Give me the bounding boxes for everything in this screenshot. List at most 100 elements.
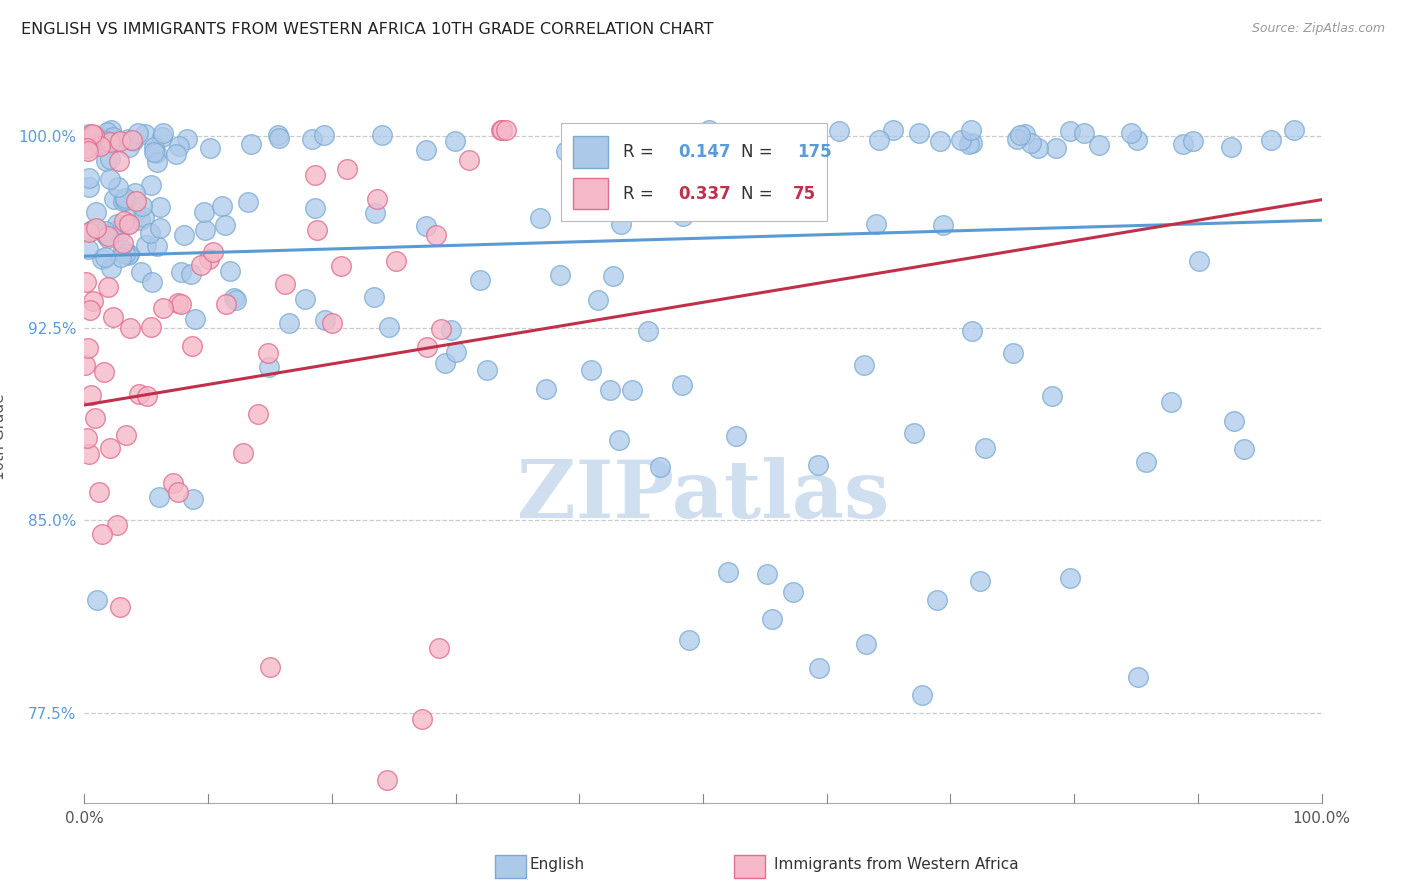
Point (211, 199, 233, 213)
Point (925, 593, 948, 607)
Point (77, 447, 100, 461)
Point (77, 171, 100, 186)
Point (375, 772, 398, 787)
Point (86, 593, 108, 607)
Point (304, 201, 326, 215)
Point (142, 140, 165, 154)
Point (112, 235, 135, 250)
Point (83, 128, 105, 142)
Point (131, 199, 153, 213)
Point (90, 252, 112, 266)
Point (89, 136, 111, 150)
Point (77, 179, 100, 194)
Point (170, 297, 193, 311)
Point (907, 126, 929, 140)
Point (118, 140, 141, 154)
Point (180, 267, 202, 281)
Point (256, 345, 278, 359)
Point (200, 141, 222, 155)
Point (77, 129, 100, 144)
Point (114, 247, 136, 261)
Point (135, 389, 157, 403)
Point (84, 410, 107, 425)
Point (127, 126, 149, 140)
Point (259, 659, 281, 673)
Point (80, 387, 103, 401)
Point (107, 179, 129, 194)
Y-axis label: 10th Grade: 10th Grade (0, 393, 7, 481)
Point (118, 217, 141, 231)
Point (782, 585, 804, 599)
Point (444, 134, 467, 148)
Point (1042, 389, 1064, 403)
Point (1088, 138, 1111, 153)
Point (143, 145, 166, 160)
Point (112, 214, 135, 228)
Point (128, 387, 150, 401)
Point (87, 485, 110, 500)
Point (139, 227, 162, 241)
Point (828, 124, 851, 138)
Point (761, 611, 783, 625)
Point (882, 123, 904, 137)
Point (146, 239, 169, 253)
Point (1126, 133, 1149, 147)
Text: 75: 75 (793, 185, 817, 202)
Point (620, 383, 643, 397)
Point (336, 161, 359, 176)
Point (75, 359, 97, 373)
Point (1160, 394, 1182, 409)
Point (107, 134, 129, 148)
Text: N =: N = (741, 144, 779, 161)
Point (240, 136, 263, 151)
Point (637, 324, 659, 338)
Text: ZIPatlas: ZIPatlas (517, 457, 889, 534)
Point (76, 431, 98, 445)
Point (194, 223, 217, 237)
Point (117, 248, 139, 262)
Point (755, 567, 778, 582)
Point (76, 144, 98, 158)
Text: R =: R = (623, 144, 658, 161)
Point (98, 135, 121, 149)
Text: R =: R = (623, 185, 658, 202)
Point (1260, 133, 1282, 147)
Point (115, 428, 138, 442)
FancyBboxPatch shape (561, 122, 827, 221)
Point (94, 224, 117, 238)
Point (149, 221, 172, 235)
Point (167, 138, 190, 153)
Point (91, 527, 114, 541)
Point (807, 458, 830, 472)
Point (329, 259, 352, 273)
Point (364, 205, 387, 219)
Point (855, 637, 877, 651)
Point (232, 446, 254, 460)
Text: ENGLISH VS IMMIGRANTS FROM WESTERN AFRICA 10TH GRADE CORRELATION CHART: ENGLISH VS IMMIGRANTS FROM WESTERN AFRIC… (21, 22, 714, 37)
Point (1223, 414, 1246, 428)
Point (440, 323, 463, 337)
Point (104, 134, 127, 148)
Point (602, 268, 624, 283)
Point (366, 193, 388, 207)
Point (162, 476, 184, 491)
Text: 0.147: 0.147 (678, 144, 731, 161)
Point (98, 441, 121, 455)
Point (363, 290, 385, 304)
Point (100, 152, 122, 166)
Point (1026, 141, 1049, 155)
Point (117, 217, 139, 231)
Point (150, 130, 173, 145)
Point (475, 362, 498, 376)
Point (852, 358, 875, 372)
Point (928, 134, 950, 148)
Point (108, 154, 131, 169)
Point (267, 128, 290, 143)
Point (910, 688, 932, 702)
Point (314, 128, 336, 142)
Point (145, 146, 167, 161)
Point (1005, 132, 1028, 146)
Point (808, 661, 831, 675)
Point (415, 340, 437, 354)
Point (100, 260, 122, 275)
